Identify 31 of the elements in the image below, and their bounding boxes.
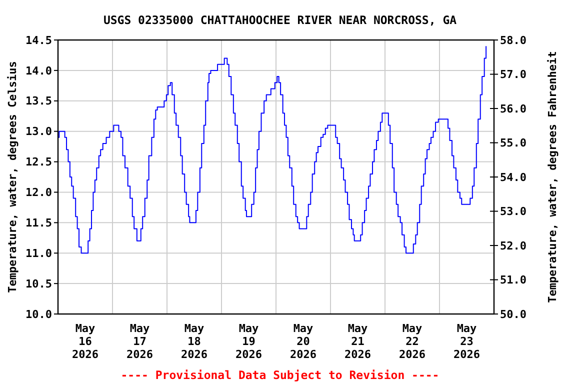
x-tick-label: May 22 2026: [399, 322, 426, 361]
y-tick-label: 10.0: [26, 308, 52, 321]
y2-tick-label: 57.0: [500, 68, 526, 82]
y-tick-label: 11.0: [26, 246, 52, 260]
y2-tick-label: 54.0: [500, 170, 526, 184]
y2-tick-label: 56.0: [500, 102, 526, 116]
y2-tick-label: 52.0: [500, 239, 526, 252]
y-tick-label: 12.0: [26, 186, 52, 200]
y2-tick-label: 53.0: [500, 205, 526, 218]
y-tick-label: 11.5: [26, 216, 52, 230]
y2-axis-title: Temperature, water, degrees Fahrenheit: [546, 51, 559, 303]
y-tick-label: 14.5: [26, 34, 52, 47]
y2-tick-label: 51.0: [500, 274, 526, 287]
chart-title: USGS 02335000 CHATTAHOOCHEE RIVER NEAR NORCROSS, GA: [103, 13, 457, 27]
text: ---- Provisional Data Subject to Revision ----: [120, 368, 440, 382]
y2-tick-label: 50.0: [500, 308, 526, 321]
y-tick-label: 14.0: [26, 64, 52, 78]
y2-tick-label: 55.0: [500, 136, 526, 150]
y2-tick-label: 58.0: [500, 34, 526, 47]
x-tick-label: May 16 2026: [72, 322, 99, 361]
x-tick-label: May 20 2026: [290, 322, 317, 361]
x-tick-label: May 23 2026: [454, 322, 480, 361]
y-tick-label: 12.5: [26, 156, 52, 169]
y-axis-title: Temperature, water, degrees Celsius: [6, 61, 19, 293]
x-tick-label: May 17 2026: [126, 322, 154, 361]
y-tick-label: 10.5: [26, 277, 52, 290]
y-tick-label: 13.0: [26, 125, 52, 138]
x-tick-label: May 21 2026: [344, 322, 372, 361]
y-tick-label: 13.5: [26, 94, 52, 108]
x-tick-label: May 19 2026: [236, 322, 262, 361]
x-tick-label: May 18 2026: [181, 322, 208, 361]
